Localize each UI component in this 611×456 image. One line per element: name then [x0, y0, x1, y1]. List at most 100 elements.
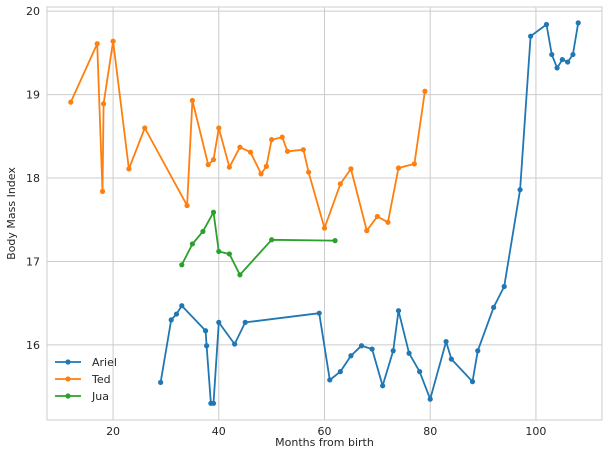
data-point-ted — [348, 166, 354, 172]
data-point-ariel — [358, 343, 365, 349]
data-point-jua — [179, 262, 185, 268]
data-point-ted — [395, 165, 402, 171]
legend-label: Jua — [91, 390, 109, 403]
data-point-ariel — [158, 379, 164, 386]
x-axis-label: Months from birth — [275, 436, 374, 449]
x-tick-label: 20 — [106, 425, 120, 438]
series-jua — [179, 209, 338, 278]
data-point-jua — [226, 251, 232, 257]
data-point-ariel — [390, 348, 396, 354]
x-tick-label: 80 — [423, 425, 437, 438]
data-point-ted — [99, 188, 106, 194]
data-point-jua — [237, 272, 243, 278]
legend: Ariel Ted Jua — [55, 356, 117, 403]
data-point-ted — [94, 41, 100, 47]
data-point-ted — [321, 225, 328, 231]
data-point-ariel — [216, 319, 222, 325]
data-point-ted — [300, 147, 306, 153]
plot-frame — [46, 6, 603, 421]
data-point-ariel — [549, 51, 555, 58]
data-point-ariel — [202, 328, 209, 334]
data-point-ted — [306, 169, 312, 175]
data-point-ted — [205, 162, 211, 168]
data-point-ariel — [528, 33, 534, 39]
tick-labels: 20 40 60 80 100 16 17 18 19 20 — [26, 5, 546, 438]
data-point-ariel — [168, 317, 174, 323]
data-point-ted — [385, 219, 391, 225]
data-point-ariel — [173, 311, 180, 317]
data-point-ariel — [348, 353, 354, 359]
data-point-ariel — [380, 383, 386, 389]
data-point-jua — [210, 209, 217, 215]
data-point-ariel — [554, 65, 560, 71]
data-point-ted — [374, 213, 380, 220]
data-point-ariel — [406, 350, 412, 356]
series-ariel — [158, 20, 581, 406]
data-point-ariel — [559, 56, 565, 63]
y-tick-label: 18 — [26, 172, 40, 185]
data-point-ted — [210, 157, 217, 163]
data-point-ariel — [575, 20, 581, 26]
legend-label: Ariel — [92, 356, 117, 369]
data-point-ted — [184, 202, 190, 209]
y-tick-label: 16 — [26, 339, 40, 352]
data-point-ariel — [543, 21, 550, 28]
data-point-ariel — [517, 187, 523, 193]
data-point-jua — [189, 241, 195, 247]
data-point-ariel — [395, 308, 402, 314]
x-tick-label: 40 — [212, 425, 226, 438]
data-point-ariel — [242, 319, 248, 325]
x-tick-label: 60 — [318, 425, 332, 438]
data-point-ted — [126, 166, 132, 172]
y-tick-label: 17 — [26, 255, 40, 268]
data-point-ariel — [210, 400, 217, 406]
y-tick-label: 20 — [26, 5, 40, 18]
data-point-ted — [226, 164, 232, 170]
data-point-ted — [263, 163, 269, 169]
data-point-ariel — [179, 303, 185, 309]
data-point-ariel — [232, 341, 238, 347]
data-point-ted — [216, 125, 222, 131]
data-point-ted — [269, 137, 275, 143]
legend-entry-ariel: Ariel — [55, 356, 117, 369]
data-point-ted — [100, 101, 107, 107]
data-point-ariel — [337, 369, 343, 375]
x-tick-label: 100 — [525, 425, 546, 438]
data-point-ted — [411, 161, 417, 167]
data-point-ariel — [427, 396, 433, 402]
data-point-ariel — [570, 51, 576, 58]
legend-entry-jua: Jua — [55, 390, 109, 403]
data-point-ted — [279, 134, 285, 140]
data-point-ted — [110, 38, 116, 44]
data-point-ted — [247, 149, 254, 155]
data-point-ted — [284, 148, 291, 154]
data-point-ted — [337, 181, 343, 187]
data-point-ariel — [448, 356, 454, 362]
data-point-ariel — [417, 369, 423, 375]
data-point-jua — [216, 248, 222, 255]
data-point-ariel — [565, 59, 571, 65]
data-point-ariel — [491, 304, 497, 310]
series-group — [68, 20, 581, 406]
data-point-ted — [68, 99, 74, 105]
data-point-ariel — [475, 348, 481, 354]
data-point-ariel — [327, 377, 333, 383]
series-ted — [68, 38, 428, 234]
data-point-jua — [200, 228, 206, 235]
legend-swatch-marker — [65, 393, 71, 399]
data-point-jua — [269, 237, 275, 243]
data-point-ariel — [369, 346, 375, 352]
data-point-ted — [422, 88, 428, 94]
legend-entry-ted: Ted — [55, 373, 111, 386]
y-tick-label: 19 — [26, 89, 40, 102]
data-point-ariel — [316, 310, 322, 316]
data-point-ted — [258, 171, 264, 177]
legend-swatch-marker — [65, 359, 71, 365]
data-point-jua — [332, 238, 338, 244]
data-point-ariel — [204, 343, 210, 349]
data-point-ted — [237, 144, 243, 150]
legend-swatch-marker — [65, 376, 71, 382]
data-point-ariel — [443, 338, 449, 345]
